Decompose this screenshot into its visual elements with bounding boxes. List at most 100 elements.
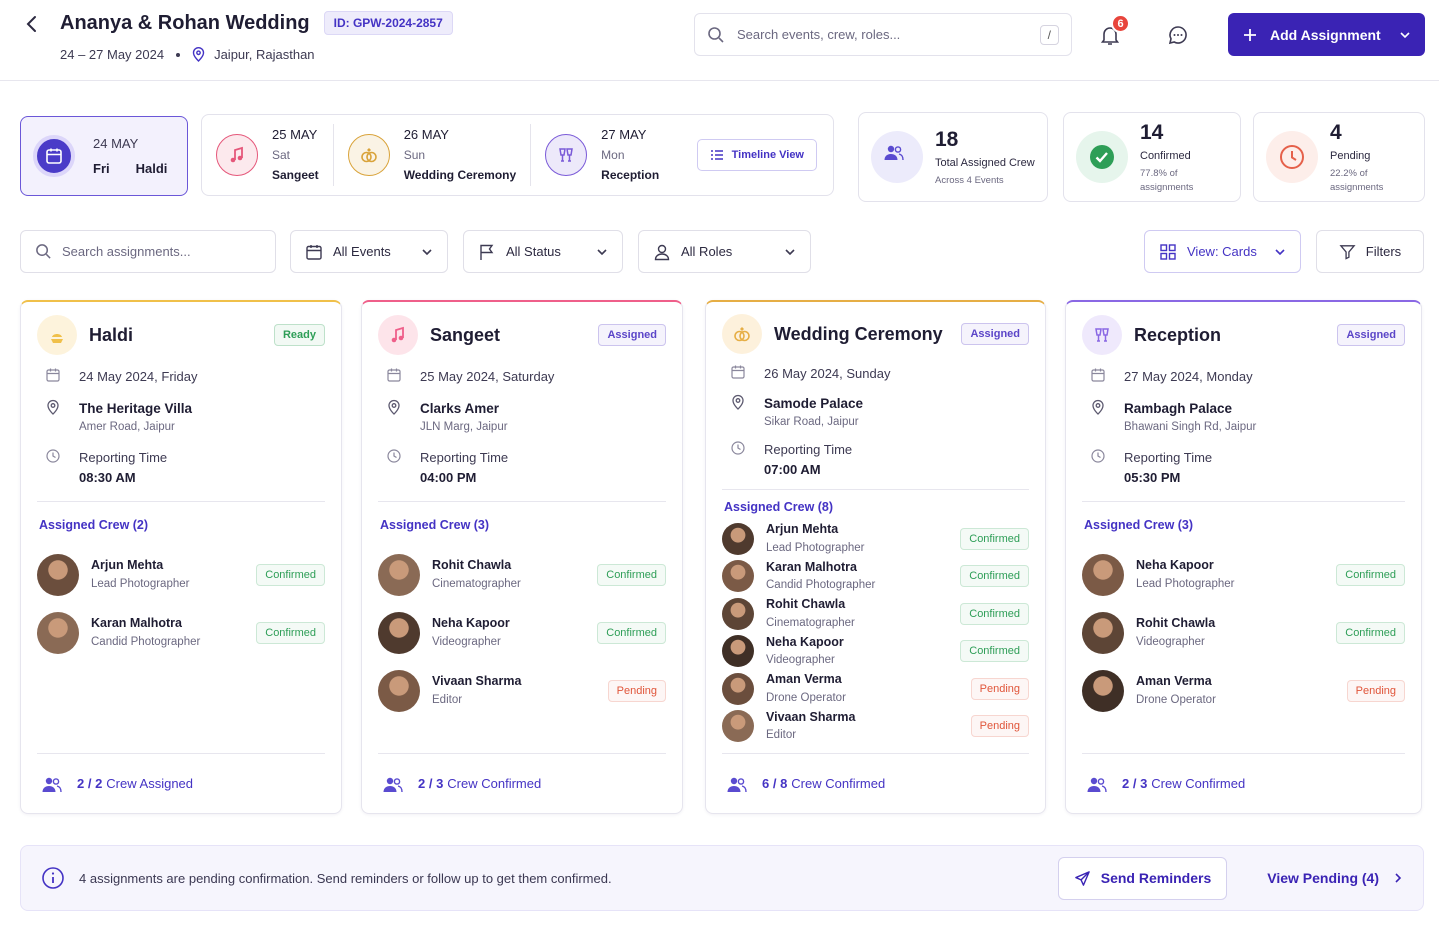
stat-icon — [1076, 131, 1128, 183]
footer-text: 6 / 8 Crew Confirmed — [762, 776, 885, 791]
assignment-search[interactable]: Search assignments... — [20, 230, 276, 273]
crew-role: Editor — [432, 693, 463, 706]
crew-status: Pending — [1346, 680, 1405, 702]
crew-role: Videographer — [1136, 635, 1205, 648]
filter-label: All Events — [333, 244, 391, 259]
event-glyph-part — [395, 326, 404, 340]
venue-row-text: Samode Palace Sikar Road, Jaipur — [764, 394, 863, 432]
tab-date: 24 MAY — [93, 135, 139, 151]
event-glyph-part — [366, 148, 371, 152]
subtitle-row: 24 – 27 May 2024 Jaipur, Rajasthan — [60, 47, 315, 62]
caret-icon — [785, 248, 795, 255]
back-button[interactable] — [22, 14, 42, 34]
crew-role: Candid Photographer — [91, 635, 201, 648]
crew-avatar — [1082, 554, 1124, 596]
stat-icon — [1266, 131, 1318, 183]
event-glyph-part — [46, 149, 62, 164]
people-icon-part — [52, 777, 60, 785]
event-glyph — [46, 148, 62, 164]
event-glyph — [391, 326, 404, 343]
people-icon-part — [383, 785, 397, 792]
venue-row: The Heritage Villa Amer Road, Jaipur — [45, 399, 317, 437]
banner-message: 4 assignments are pending confirmation. … — [79, 870, 612, 886]
stat-value: 14 — [1140, 120, 1164, 144]
crew-avatar — [378, 670, 420, 712]
status-filter[interactable]: All Status — [463, 230, 623, 273]
crew-text: Rohit Chawla Cinematographer — [766, 595, 948, 632]
tab-event: Sangeet — [272, 167, 319, 182]
caret-icon — [1400, 31, 1410, 38]
date-row-icon-part — [388, 368, 400, 375]
card-header: Reception Assigned — [1082, 315, 1405, 355]
footer-label: Crew Assigned — [106, 776, 194, 791]
stat-text: 14 Confirmed 77.8% of assignments — [1140, 119, 1230, 195]
card-header: Sangeet Assigned — [378, 315, 666, 355]
crew-role: Editor — [766, 729, 797, 742]
venue-name: The Heritage Villa — [79, 400, 193, 416]
crew-text: Aman Verma Drone Operator — [766, 670, 959, 707]
crew-name: Neha Kapoor — [432, 616, 510, 631]
global-search[interactable]: Search events, crew, roles... / — [694, 13, 1072, 56]
time-row-icon-part — [1091, 449, 1105, 463]
stat-value: 18 — [935, 127, 959, 151]
tab-weekday: Mon — [601, 147, 625, 162]
view-toggle[interactable]: View: Cards — [1144, 230, 1301, 273]
list-icon-part — [710, 150, 723, 160]
people-icon-part — [1097, 777, 1105, 785]
card-status: Ready — [273, 324, 325, 346]
filters-button[interactable]: Filters — [1316, 230, 1424, 273]
reporting-time: 05:30 PM — [1124, 469, 1181, 485]
date-row-icon — [46, 368, 60, 382]
time-row-text: Reporting Time 08:30 AM — [79, 448, 167, 487]
date-row-icon-part — [47, 368, 59, 375]
crew-avatar — [722, 560, 754, 593]
time-row: Reporting Time 07:00 AM — [730, 440, 1021, 479]
crew-text: Rohit Chawla Videographer — [1136, 614, 1324, 651]
day-tab[interactable]: 25 MAY Sat Sangeet — [216, 124, 334, 186]
day-tab-icon — [545, 134, 588, 176]
search-icon — [36, 244, 51, 259]
crew-avatar — [722, 522, 754, 555]
crew-avatar — [1082, 612, 1124, 654]
time-row-icon-part — [737, 444, 741, 451]
crew-role: Drone Operator — [1136, 693, 1216, 706]
messages-button[interactable] — [1167, 24, 1189, 46]
roles-filter[interactable]: All Roles — [638, 230, 811, 273]
send-reminders-button[interactable]: Send Reminders — [1057, 856, 1228, 900]
crew-role: Cinematographer — [766, 616, 855, 629]
people-icon — [383, 777, 403, 792]
venue-row-icon-part — [1095, 402, 1101, 408]
footer-count: 2 / 2 — [77, 776, 103, 791]
card-footer: 6 / 8 Crew Confirmed — [722, 753, 1029, 813]
footer-count: 2 / 3 — [418, 776, 444, 791]
crew-member: Vivaan Sharma Editor Pending — [378, 662, 666, 720]
crew-member: Neha Kapoor Lead Photographer Confirmed — [1082, 546, 1405, 604]
stat-glyph-part — [1280, 145, 1304, 169]
search-icon — [708, 26, 724, 43]
day-tab[interactable]: 26 MAY Sun Wedding Ceremony — [347, 124, 532, 186]
event-glyph-part — [234, 146, 243, 160]
send-icon — [1074, 870, 1090, 886]
view-pending-link[interactable]: View Pending (4) — [1267, 870, 1403, 886]
footer-text: 2 / 3 Crew Confirmed — [418, 776, 541, 791]
venue-row-icon-part — [735, 397, 741, 403]
day-tab-group: 25 MAY Sat Sangeet 26 MAY Sun Wedding Ceremon… — [201, 114, 834, 196]
date-row: 24 May 2024, Friday — [45, 367, 317, 387]
timeline-view-button[interactable]: Timeline View — [696, 139, 817, 171]
crew-name: Rohit Chawla — [1136, 616, 1216, 631]
events-filter[interactable]: All Events — [290, 230, 448, 273]
day-tab[interactable]: 27 MAY Mon Reception — [545, 124, 673, 185]
venue-address: Sikar Road, Jaipur — [764, 415, 859, 428]
day-tab[interactable]: 24 MAY Fri Haldi — [20, 116, 188, 196]
stat-glyph-part — [884, 154, 898, 160]
crew-member: Arjun Mehta Lead Photographer Confirmed — [722, 520, 1029, 558]
venue-row-icon — [732, 394, 744, 410]
tab-date: 25 MAY — [272, 127, 318, 143]
card-event-icon — [1082, 315, 1122, 355]
add-assignment-button[interactable]: Add Assignment — [1228, 13, 1425, 56]
card-details: 27 May 2024, Monday Rambagh Palace Bhawani… — [1082, 355, 1405, 487]
crew-role: Videographer — [432, 635, 501, 648]
people-icon-part — [727, 785, 741, 792]
crew-member: Aman Verma Drone Operator Pending — [1082, 662, 1405, 720]
card-header: Wedding Ceremony Assigned — [722, 314, 1029, 354]
